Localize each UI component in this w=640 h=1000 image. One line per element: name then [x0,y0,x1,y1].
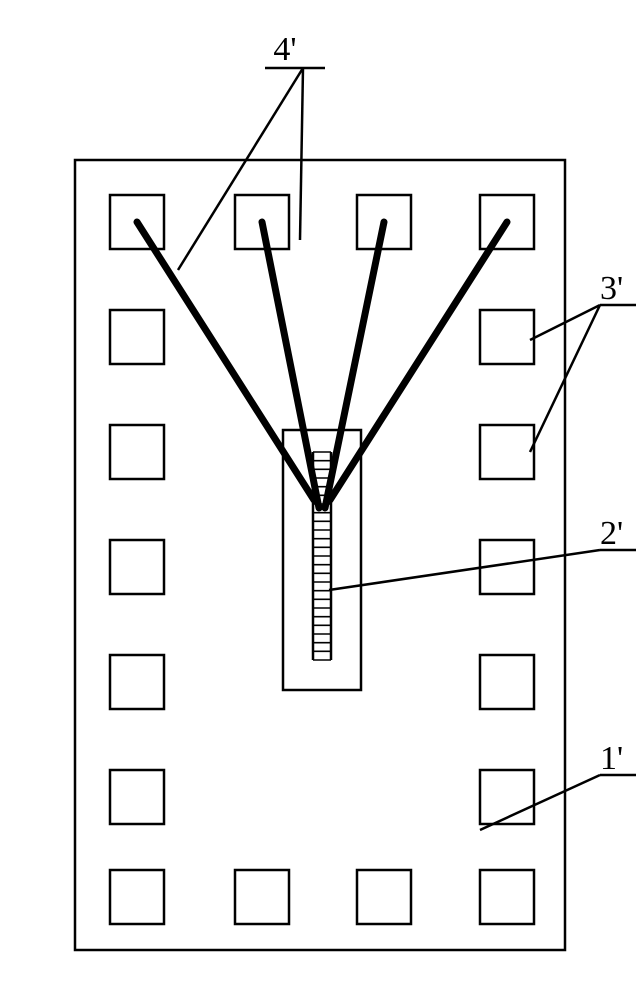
pad [110,310,164,364]
pad [480,770,534,824]
pad [110,870,164,924]
outer-frame [75,160,565,950]
pad [480,425,534,479]
pad [480,310,534,364]
pad [357,870,411,924]
label-text: 2' [600,515,623,552]
label-text: 4' [273,31,296,68]
pad [480,655,534,709]
pad [110,540,164,594]
leader-line [329,550,600,590]
label-4: 4' [178,31,325,270]
leader-line [178,68,303,270]
label-text: 3' [600,270,623,307]
callouts: 4' 3' 2' 1' [178,31,636,830]
leader-line [480,775,600,830]
pad [110,425,164,479]
package-diagram [75,160,565,950]
pad [110,655,164,709]
label-text: 1' [600,740,623,777]
pad [480,870,534,924]
label-3: 3' [530,270,636,452]
pads-group [110,195,534,924]
bond-wires [137,222,507,508]
label-2: 2' [329,515,636,590]
label-1: 1' [480,740,636,830]
leader-line [300,68,303,240]
pad [235,870,289,924]
pad [110,770,164,824]
